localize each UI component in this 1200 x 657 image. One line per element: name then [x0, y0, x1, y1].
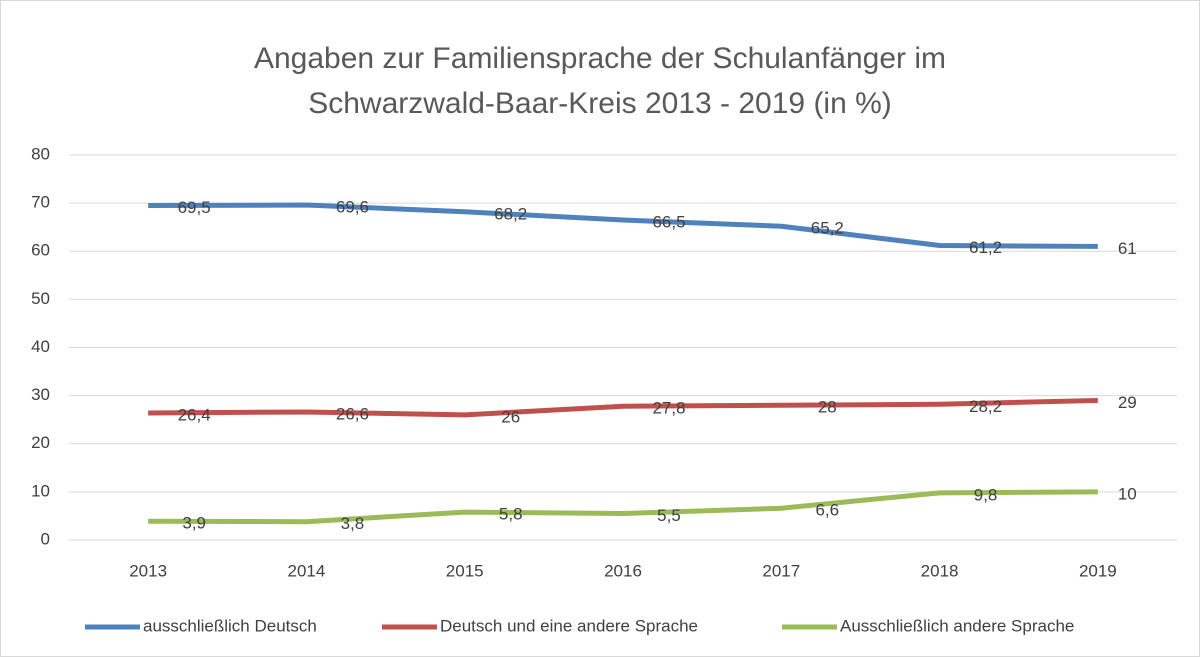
x-tick-label: 2016	[604, 561, 642, 580]
data-label: 28,2	[969, 397, 1002, 416]
data-label: 61	[1118, 239, 1137, 258]
chart-title: Schwarzwald-Baar-Kreis 2013 - 2019 (in %…	[308, 87, 892, 120]
data-label: 27,8	[652, 399, 685, 418]
x-tick-label: 2013	[129, 561, 167, 580]
y-tick-label: 60	[31, 241, 50, 260]
series-line	[148, 397, 1098, 418]
data-label: 26,6	[336, 404, 369, 423]
y-tick-label: 20	[31, 433, 50, 452]
series-line	[148, 489, 1098, 525]
data-label: 69,6	[336, 198, 369, 217]
y-tick-label: 30	[31, 385, 50, 404]
data-label: 5,5	[657, 506, 681, 525]
data-label: 6,6	[815, 501, 839, 520]
y-tick-label: 70	[31, 193, 50, 212]
y-tick-label: 50	[31, 289, 50, 308]
data-label: 10	[1118, 484, 1137, 503]
data-label: 69,5	[178, 198, 211, 217]
data-label: 68,2	[494, 204, 527, 223]
data-label: 3,8	[341, 514, 365, 533]
x-tick-label: 2014	[288, 561, 326, 580]
legend-label: ausschließlich Deutsch	[143, 616, 317, 635]
y-tick-label: 10	[31, 481, 50, 500]
data-label: 65,2	[811, 219, 844, 238]
x-tick-label: 2017	[762, 561, 800, 580]
data-label: 5,8	[499, 505, 523, 524]
series-line	[148, 202, 1098, 249]
legend-label: Ausschließlich andere Sprache	[840, 616, 1074, 635]
x-tick-label: 2019	[1079, 561, 1117, 580]
data-label: 9,8	[974, 485, 998, 504]
data-label: 61,2	[969, 238, 1002, 257]
data-label: 28	[818, 398, 837, 417]
x-tick-label: 2015	[446, 561, 484, 580]
data-label: 66,5	[652, 212, 685, 231]
x-tick-label: 2018	[921, 561, 959, 580]
legend-label: Deutsch und eine andere Sprache	[440, 616, 698, 635]
y-tick-label: 40	[31, 337, 50, 356]
chart-title: Angaben zur Familiensprache der Schulanf…	[254, 42, 946, 75]
data-label: 29	[1118, 393, 1137, 412]
data-label: 3,9	[182, 514, 206, 533]
data-label: 26,4	[178, 405, 211, 424]
y-tick-label: 0	[41, 529, 50, 548]
data-label: 26	[501, 407, 520, 426]
y-tick-label: 80	[31, 144, 50, 163]
